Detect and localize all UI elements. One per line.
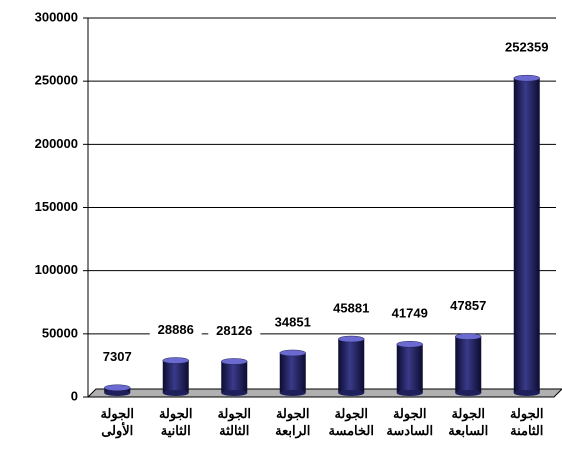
data-label: 28126 [216,323,252,338]
data-label: 252359 [505,40,548,55]
data-label-bg [208,322,261,341]
x-tick-label: الجولة الثامنة [509,406,544,438]
data-label: 41749 [392,306,428,321]
x-tick-label: الجولة السادسة [386,406,434,438]
data-label: 34851 [275,314,311,329]
bar [221,358,248,396]
x-tick-label: الجولة الثانية [158,406,193,438]
data-label-bg [149,321,202,340]
bar [104,384,131,396]
bar [396,341,423,396]
y-tick-label: 50000 [42,325,78,340]
data-label-bg [442,297,495,316]
data-label-bg [383,305,436,324]
data-label-bg [325,300,378,319]
bar [455,333,482,396]
data-label-bg [500,39,553,58]
y-tick-label: 300000 [35,9,78,24]
x-tick-label: الجولة الخامسة [328,406,374,438]
bar [338,335,365,396]
floor [86,388,562,398]
data-label: 47857 [450,298,486,313]
data-label-bg [91,348,144,367]
y-tick-label: 150000 [35,199,78,214]
data-label: 7307 [103,349,132,364]
x-tick-label: الجولة الثالثة [217,406,252,438]
y-tick-label: 200000 [35,136,78,151]
bar [513,74,540,396]
data-label-bg [266,313,319,332]
x-tick-label: الجولة الرابعة [275,406,311,438]
x-tick-label: الجولة السابعة [448,406,489,438]
y-tick-label: 0 [71,388,78,403]
data-label: 45881 [333,300,369,315]
y-tick-label: 100000 [35,262,78,277]
bar [279,349,306,396]
bar [162,357,189,396]
x-tick-label: الجولة الأولى [100,406,135,438]
y-tick-label: 250000 [35,73,78,88]
data-label: 28886 [158,322,194,337]
